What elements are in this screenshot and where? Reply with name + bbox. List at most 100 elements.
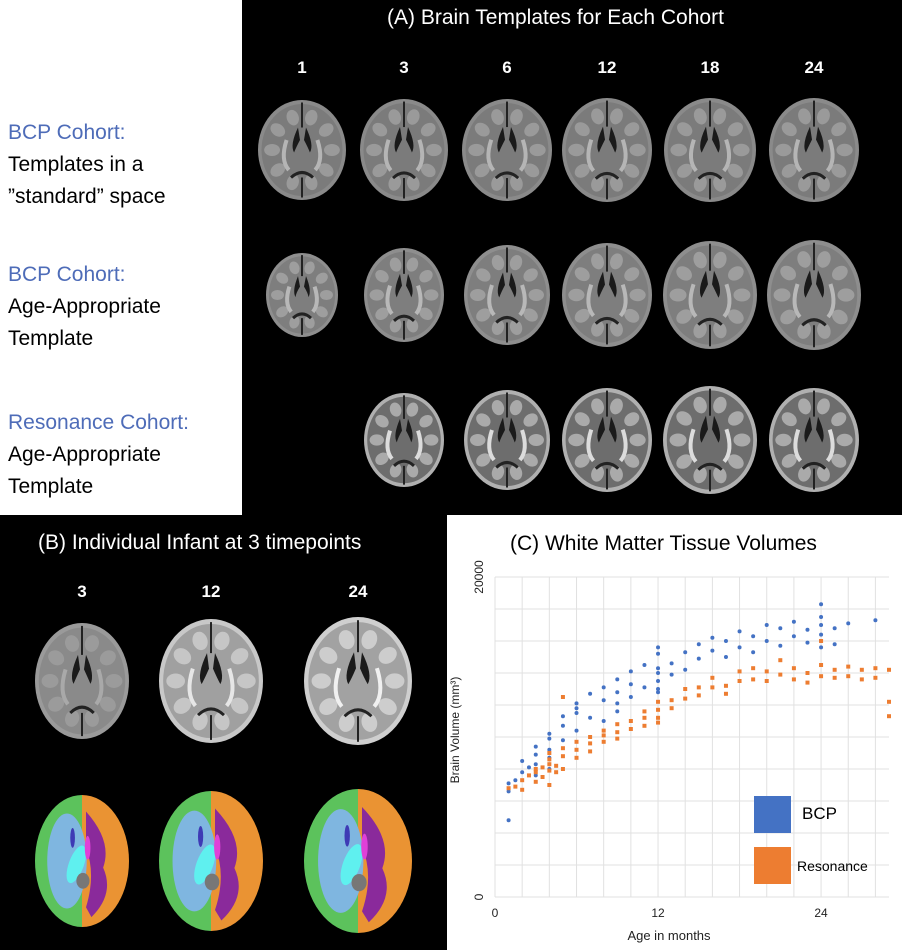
scatter-point-resonance	[615, 730, 620, 735]
scatter-point-bcp	[669, 672, 674, 677]
scatter-point-bcp	[819, 615, 824, 619]
scatter-point-resonance	[832, 667, 837, 672]
scatter-point-bcp	[846, 621, 851, 626]
scatter-point-bcp	[832, 626, 837, 631]
scatter-point-resonance	[669, 706, 674, 711]
age-column-header: 1	[297, 58, 307, 77]
scatter-point-resonance	[615, 722, 620, 727]
scatter-point-resonance	[873, 675, 878, 680]
scatter-point-bcp	[642, 663, 647, 667]
scatter-point-bcp	[506, 781, 511, 786]
segmentation-map-image	[159, 791, 263, 931]
scatter-point-resonance	[696, 693, 701, 698]
segmentation-map-image	[304, 789, 412, 933]
scatter-plot: Brain Volume (mm³) Age in months 0 20000 0…	[448, 560, 891, 943]
brain-slice-image	[35, 623, 129, 739]
scatter-point-bcp	[560, 738, 565, 743]
scatter-point-bcp	[656, 687, 661, 691]
scatter-point-resonance	[615, 736, 620, 741]
scatter-point-resonance	[656, 715, 661, 720]
scatter-point-resonance	[819, 674, 824, 679]
scatter-point-bcp	[791, 619, 796, 624]
scatter-point-bcp	[588, 691, 593, 696]
scatter-point-resonance	[846, 674, 851, 679]
scatter-point-bcp	[819, 623, 824, 627]
scatter-point-resonance	[506, 786, 511, 791]
scatter-point-resonance	[859, 677, 864, 682]
scatter-point-bcp	[628, 695, 633, 699]
scatter-point-resonance	[574, 739, 579, 744]
scatter-point-bcp	[560, 714, 565, 719]
scatter-point-bcp	[642, 685, 647, 690]
scatter-point-bcp	[832, 642, 837, 647]
scatter-point-resonance	[520, 778, 525, 783]
scatter-point-bcp	[656, 666, 661, 671]
scatter-point-bcp	[547, 747, 552, 752]
scatter-point-bcp	[547, 731, 552, 736]
x-tick-label: 24	[814, 906, 828, 920]
scatter-point-resonance	[737, 679, 742, 683]
scatter-point-resonance	[669, 698, 674, 703]
scatter-point-resonance	[737, 669, 742, 674]
scatter-point-bcp	[526, 765, 531, 770]
panel-c-scatter-chart: (C) White Matter Tissue Volumes Brain Vo…	[447, 515, 902, 950]
segmentation-map-image	[35, 795, 129, 927]
x-tick-label: 0	[492, 906, 499, 920]
scatter-point-bcp	[560, 723, 565, 728]
panel-c-title: (C) White Matter Tissue Volumes	[510, 532, 817, 555]
row-desc-line2: Template	[8, 327, 94, 350]
age-column-header: 24	[804, 58, 824, 77]
scatter-point-resonance	[642, 723, 647, 728]
scatter-point-bcp	[723, 655, 728, 659]
brain-slice-image	[266, 253, 338, 337]
row-cohort-label: BCP Cohort:	[8, 121, 126, 144]
age-column-header: 6	[502, 58, 512, 77]
row-label-resonance-age: Resonance Cohort: Age-Appropriate Templa…	[8, 407, 189, 503]
scatter-point-resonance	[588, 749, 593, 754]
brain-slice-image	[769, 388, 859, 492]
brain-slice-image	[360, 99, 448, 201]
scatter-point-resonance	[628, 719, 633, 723]
scatter-point-bcp	[723, 639, 728, 643]
scatter-point-resonance	[778, 672, 783, 677]
scatter-point-bcp	[533, 773, 538, 778]
scatter-point-resonance	[588, 741, 593, 746]
scatter-point-resonance	[560, 746, 565, 751]
scatter-point-bcp	[791, 634, 796, 639]
scatter-point-resonance	[656, 720, 661, 725]
scatter-point-bcp	[819, 602, 824, 607]
y-axis-label: Brain Volume (mm³)	[448, 677, 462, 784]
scatter-point-resonance	[601, 733, 606, 738]
row-label-bcp-standard: BCP Cohort: Templates in a ”standard” sp…	[8, 117, 166, 213]
row-desc-line1: Age-Appropriate	[8, 443, 161, 466]
scatter-point-resonance	[554, 770, 559, 775]
brain-slice-image	[258, 100, 346, 200]
brain-slice-image	[464, 390, 550, 490]
scatter-point-bcp	[574, 728, 579, 733]
scatter-point-resonance	[540, 775, 545, 779]
scatter-point-resonance	[642, 709, 647, 714]
scatter-point-resonance	[526, 773, 531, 778]
timepoint-label: 3	[77, 582, 87, 601]
scatter-point-bcp	[615, 709, 620, 714]
scatter-point-bcp	[737, 629, 742, 634]
x-tick-label: 12	[651, 906, 665, 920]
brain-slice-image	[304, 617, 412, 745]
scatter-point-bcp	[819, 632, 824, 637]
scatter-point-resonance	[723, 683, 728, 688]
scatter-point-resonance	[683, 696, 688, 701]
scatter-point-bcp	[656, 651, 661, 656]
scatter-point-resonance	[832, 675, 837, 680]
scatter-point-resonance	[547, 757, 552, 762]
scatter-point-bcp	[615, 701, 620, 706]
scatter-point-resonance	[887, 667, 891, 672]
age-column-header: 18	[700, 58, 720, 77]
scatter-point-bcp	[615, 677, 620, 682]
row-desc-line2: Template	[8, 475, 94, 498]
scatter-point-bcp	[533, 752, 538, 757]
y-tick-label: 0	[472, 893, 486, 900]
row-label-bcp-age: BCP Cohort: Age-Appropriate Template	[8, 259, 161, 355]
scatter-point-resonance	[547, 762, 552, 767]
scatter-point-resonance	[710, 675, 715, 680]
scatter-point-bcp	[683, 667, 688, 672]
